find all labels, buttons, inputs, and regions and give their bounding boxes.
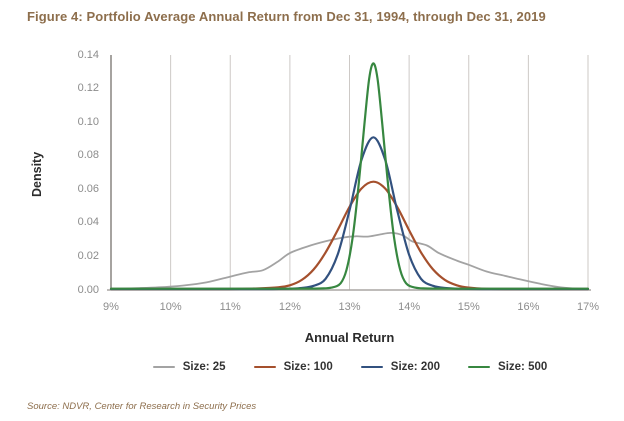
legend-item-size-100: Size: 100 [253,361,333,373]
legend-item-label: Size: 200 [390,361,441,373]
legend-line-swatch [253,366,276,368]
x-tick-label: 12% [278,301,301,313]
figure-title: Figure 4: Portfolio Average Annual Retur… [27,9,546,24]
x-tick-label: 9% [103,301,119,313]
legend-item-label: Size: 100 [283,361,333,373]
legend-item-size-200: Size: 200 [360,361,441,373]
curve-size-25 [110,231,589,290]
y-tick-label: 0.00 [77,283,99,296]
legend-item-size-25: Size: 25 [152,361,226,373]
y-tick-label: 0.02 [77,249,99,262]
legend-item-label: Size: 25 [182,361,226,373]
x-tick-label: 10% [159,301,182,313]
legend-line-swatch [468,366,491,368]
x-tick-label: 15% [457,301,480,313]
y-tick-label: 0.14 [77,48,99,61]
legend-line-swatch [152,366,175,368]
x-tick-label: 14% [398,301,421,313]
x-tick-label: 11% [219,301,241,313]
y-tick-label: 0.04 [77,216,99,229]
y-tick-label: 0.12 [77,82,99,95]
y-tick-label: 0.06 [77,182,99,195]
source-note: Source: NDVR, Center for Research in Sec… [27,401,257,412]
legend-item-label: Size: 500 [498,361,548,373]
x-tick-label: 13% [338,301,361,313]
curve-size-500 [109,62,590,290]
y-tick-label: 0.08 [77,149,99,162]
legend: Size: 25 Size: 100 Size: 200 Size: 500 [105,361,595,373]
legend-line-swatch [360,366,383,368]
y-tick-label: 0.10 [77,115,99,128]
x-axis-title: Annual Return [304,330,395,345]
x-tick-label: 17% [576,301,600,313]
legend-item-size-500: Size: 500 [468,361,547,373]
x-tick-label: 16% [517,301,540,313]
